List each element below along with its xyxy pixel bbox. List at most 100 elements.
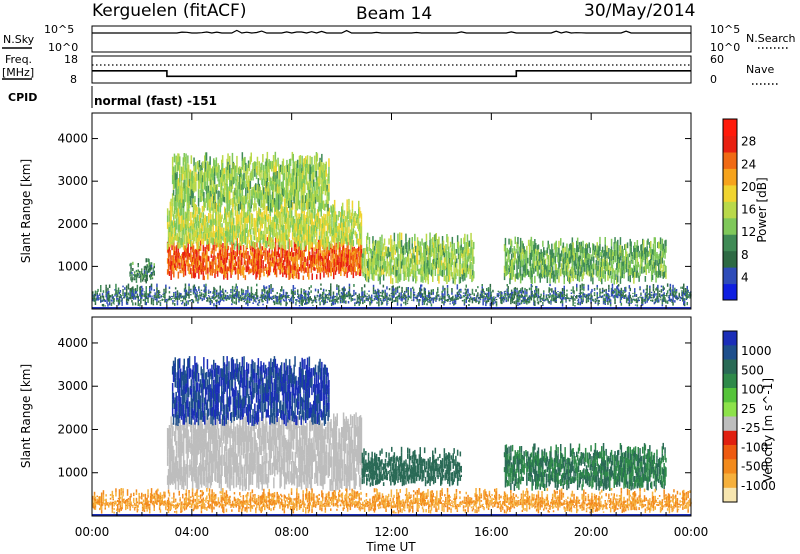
- power-cell: [186, 251, 188, 255]
- power-cell: [655, 259, 657, 266]
- power-cell: [261, 233, 263, 240]
- power-cell: [233, 256, 236, 260]
- power-cell: [304, 261, 306, 268]
- power-cell: [141, 288, 144, 290]
- power-cell: [260, 230, 263, 236]
- power-cell: [254, 249, 256, 254]
- power-cell: [197, 242, 199, 248]
- power-cell: [621, 271, 623, 278]
- power-cell: [174, 223, 177, 228]
- power-cell: [271, 250, 273, 256]
- power-cell: [199, 221, 201, 228]
- power-cell: [187, 252, 189, 259]
- power-cell: [185, 153, 187, 162]
- power-cell: [274, 256, 276, 261]
- power-cell: [296, 176, 299, 185]
- power-cell: [305, 220, 307, 227]
- power-cell: [202, 212, 205, 219]
- power-cell: [281, 235, 283, 242]
- power-cell: [271, 219, 273, 228]
- power-cell: [199, 217, 202, 223]
- power-cell: [222, 253, 224, 258]
- power-cell: [197, 197, 200, 207]
- power-cell: [352, 254, 355, 261]
- power-cell: [104, 299, 106, 301]
- power-cell: [302, 227, 305, 234]
- power-cell: [180, 237, 182, 246]
- power-cell: [324, 255, 326, 260]
- power-cell: [205, 234, 207, 240]
- power-cell: [283, 173, 285, 181]
- power-cell: [289, 269, 291, 275]
- power-cell: [172, 239, 174, 246]
- power-cell: [314, 261, 316, 265]
- power-cell: [513, 265, 516, 270]
- power-cell: [222, 263, 224, 269]
- power-cell: [221, 231, 223, 237]
- power-cell: [183, 255, 186, 261]
- power-cell: [174, 227, 176, 234]
- power-cell: [473, 241, 475, 250]
- power-cell: [118, 298, 121, 301]
- power-cell: [665, 239, 667, 247]
- power-cell: [178, 297, 180, 299]
- power-cell: [243, 172, 245, 181]
- power-cell: [229, 222, 231, 229]
- power-cell: [191, 223, 194, 229]
- power-cell: [174, 300, 176, 302]
- power-cell: [148, 258, 150, 263]
- power-cell: [342, 256, 345, 262]
- power-cell: [293, 223, 296, 229]
- power-cell: [141, 296, 143, 299]
- power-cell: [283, 224, 285, 233]
- power-cell: [272, 233, 274, 239]
- power-cell: [202, 272, 205, 280]
- power-cell: [312, 263, 314, 267]
- power-cell: [241, 270, 244, 276]
- power-cell: [238, 249, 240, 255]
- power-cell: [264, 256, 266, 262]
- power-cell: [350, 219, 353, 226]
- power-cell: [138, 299, 140, 301]
- power-cell: [254, 169, 256, 177]
- power-cell: [248, 229, 250, 237]
- power-cell: [301, 236, 304, 243]
- power-cell: [235, 220, 238, 226]
- power-cell: [275, 229, 278, 236]
- power-cell: [216, 240, 219, 247]
- power-cell: [290, 208, 292, 215]
- power-cell: [324, 266, 327, 270]
- power-cell: [229, 294, 231, 296]
- power-cell: [174, 214, 177, 219]
- power-cell: [311, 156, 313, 166]
- power-cell: [294, 247, 297, 252]
- power-cell: [345, 248, 347, 253]
- power-cell: [300, 206, 303, 214]
- power-cell: [222, 236, 224, 241]
- power-cell: [365, 267, 367, 274]
- power-cell: [320, 268, 322, 271]
- power-cell: [282, 219, 284, 226]
- power-cell: [252, 259, 255, 265]
- power-cell: [232, 260, 234, 267]
- power-cell: [228, 259, 230, 262]
- power-cell: [254, 253, 256, 259]
- power-cell: [227, 212, 230, 218]
- power-cell: [541, 265, 543, 270]
- power-cell: [215, 157, 218, 167]
- power-cell: [205, 286, 207, 289]
- power-cell: [230, 262, 232, 268]
- power-cell: [194, 272, 197, 278]
- power-cell: [197, 220, 199, 227]
- power-cell: [316, 153, 319, 162]
- power-cell: [335, 242, 338, 248]
- power-cell: [262, 251, 264, 256]
- power-cell: [517, 237, 519, 245]
- power-cell: [210, 261, 213, 266]
- power-cell: [201, 225, 204, 232]
- power-cell: [214, 269, 216, 274]
- power-cell: [187, 208, 189, 215]
- power-cell: [218, 165, 220, 173]
- power-cell: [199, 255, 201, 261]
- power-cell: [345, 252, 347, 258]
